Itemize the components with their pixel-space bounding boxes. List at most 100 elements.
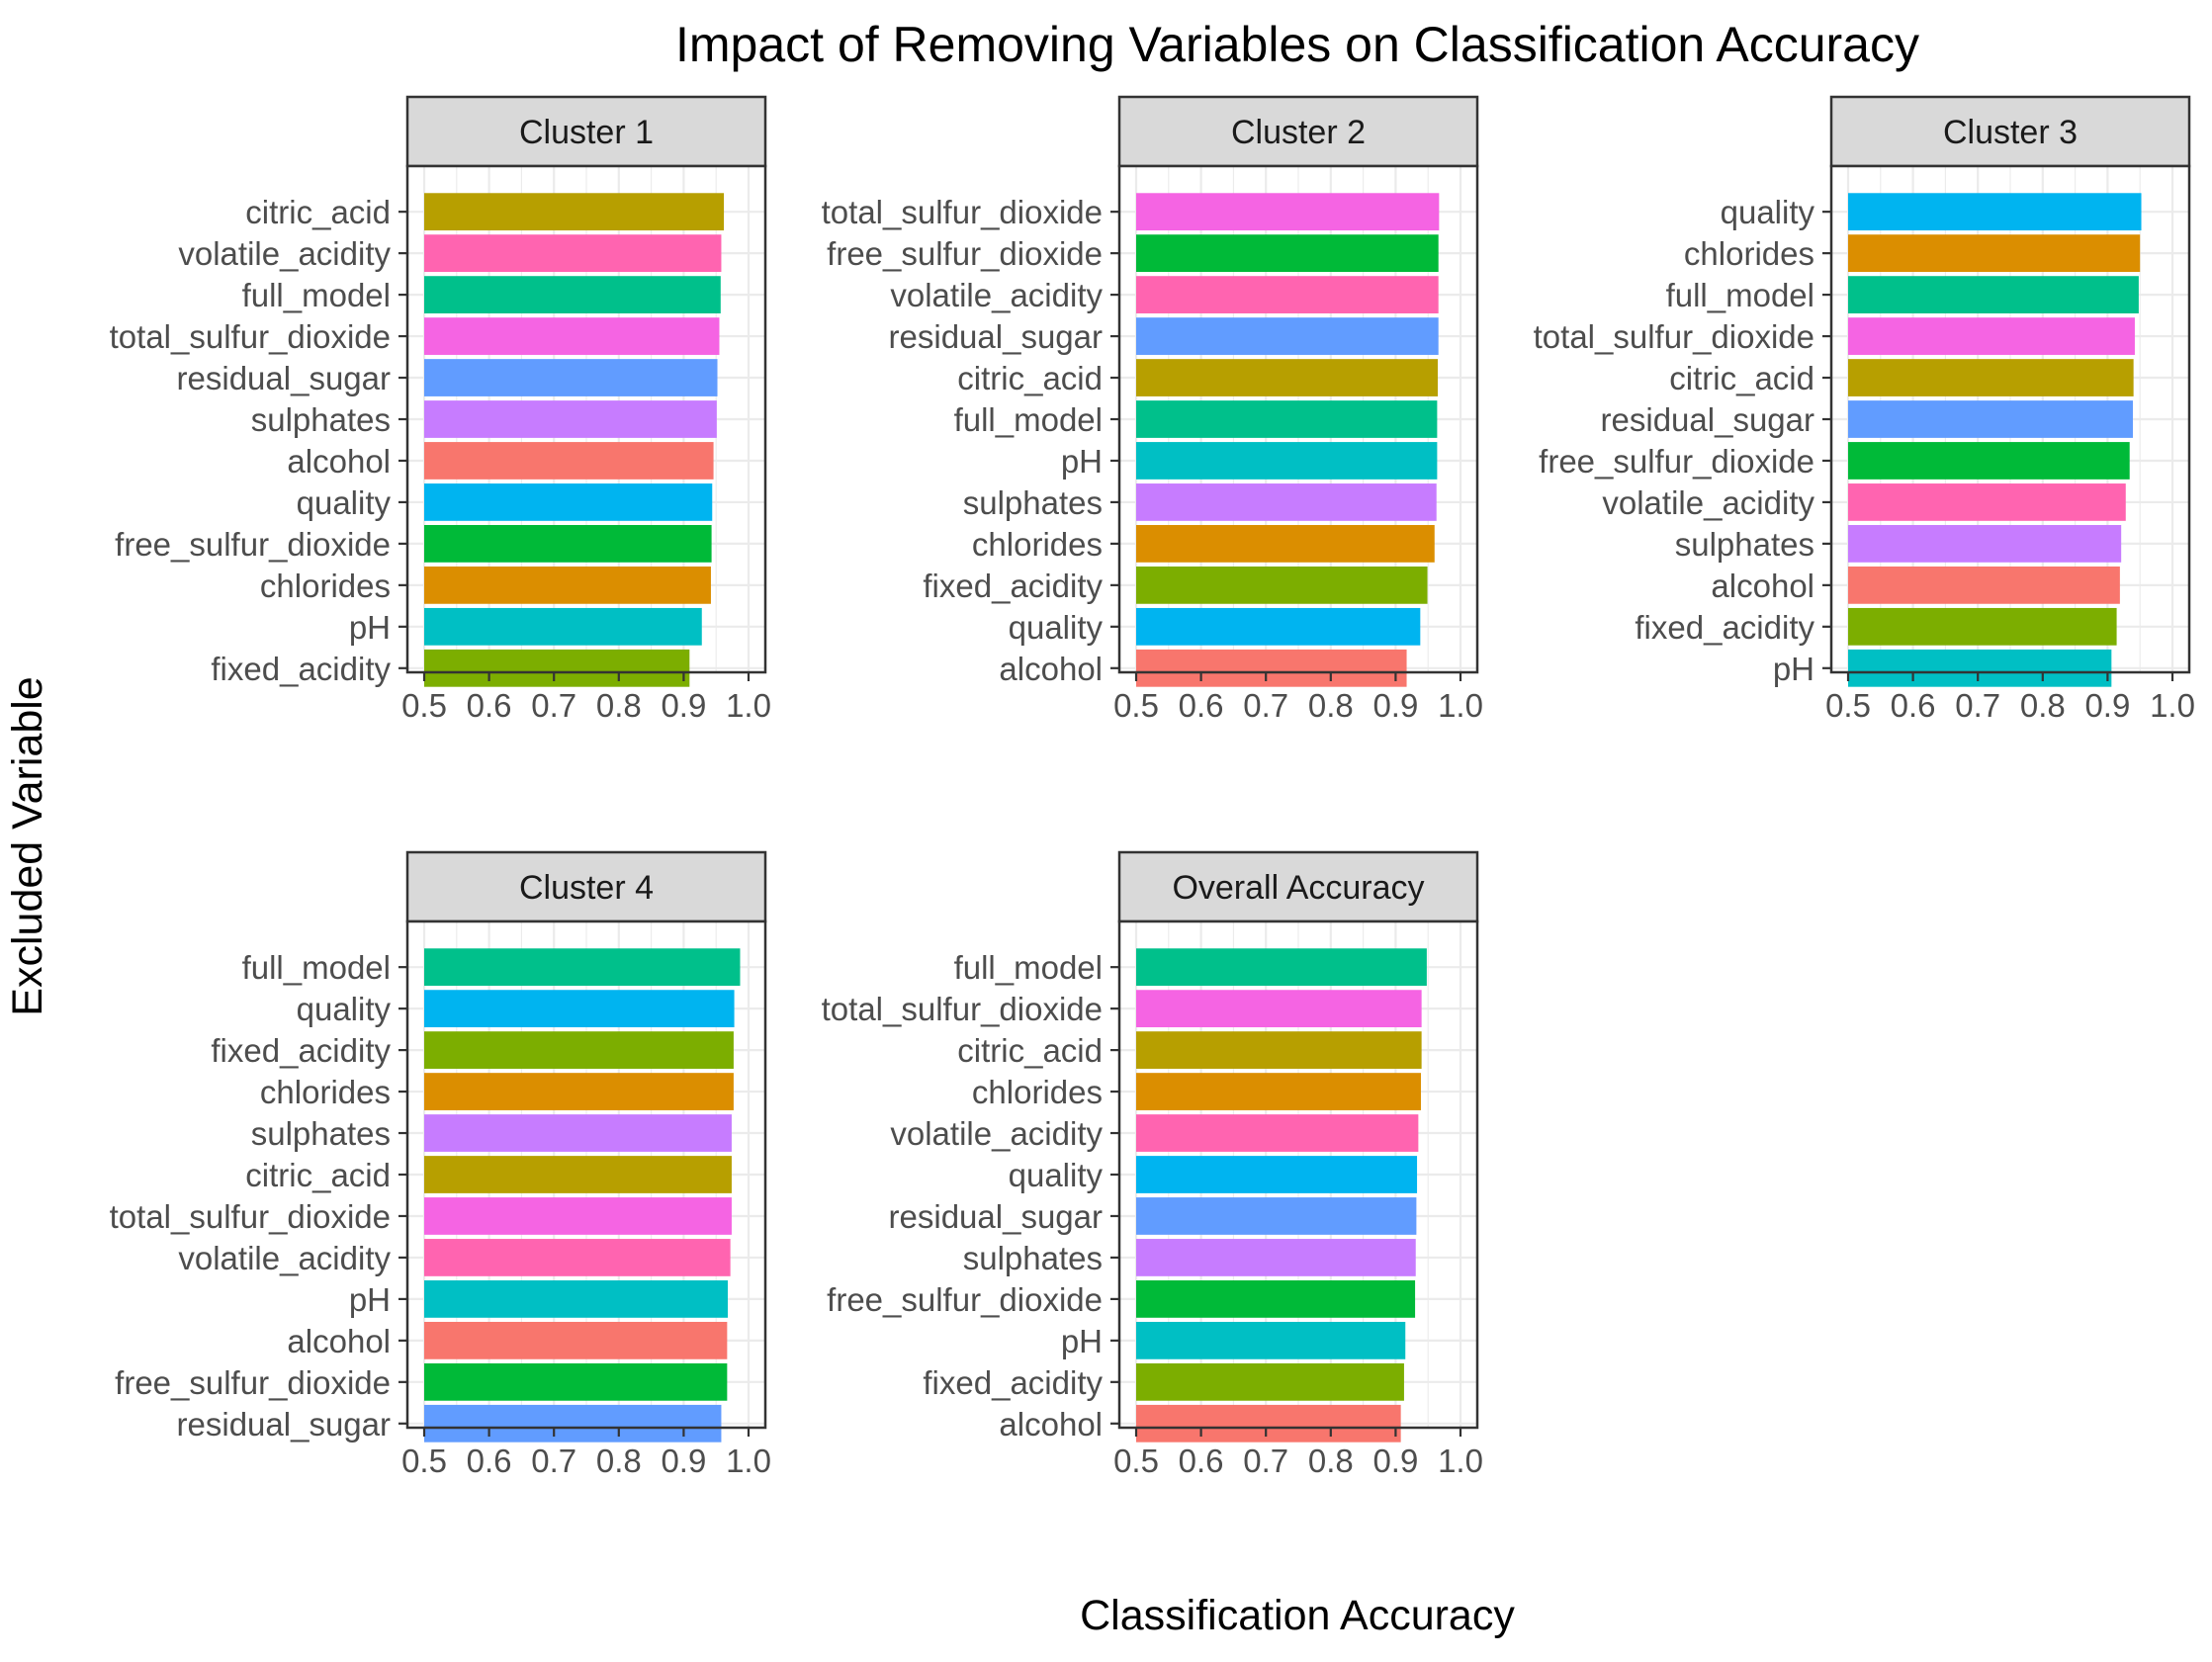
bar-quality: [1136, 1156, 1418, 1193]
panel-border: [405, 919, 767, 1430]
category-label: free_sulfur_dioxide: [827, 1281, 1103, 1318]
category-label: pH: [349, 609, 391, 646]
category-label: sulphates: [963, 484, 1103, 521]
bar-residual_sugar: [424, 1404, 722, 1443]
bar-quality: [424, 990, 735, 1028]
bar-alcohol: [1136, 649, 1407, 687]
bar-volatile_acidity: [424, 234, 722, 273]
category-label: full_model: [954, 949, 1103, 986]
bar-fixed_acidity: [424, 649, 690, 687]
bar-fixed_acidity: [1848, 607, 2117, 646]
category-label: quality: [297, 484, 392, 521]
bar-full_model: [1848, 276, 2139, 313]
x-tick-label: 0.9: [661, 687, 706, 724]
bar-sulphates: [424, 1114, 732, 1152]
bar-citric_acid: [424, 193, 725, 231]
bar-free_sulfur_dioxide: [1136, 234, 1439, 273]
bar-full_model: [424, 276, 721, 313]
x-tick-label: 1.0: [726, 1443, 771, 1479]
x-axis-title: Classification Accuracy: [1080, 1592, 1515, 1639]
category-label: pH: [1773, 651, 1814, 687]
x-tick-label: 0.7: [1955, 687, 2000, 724]
bar-volatile_acidity: [424, 1239, 731, 1276]
facet-strip: [1829, 95, 2191, 168]
x-tick-label: 0.6: [467, 1443, 512, 1479]
category-label: residual_sugar: [177, 1406, 391, 1443]
category-label: citric_acid: [245, 1157, 391, 1193]
bar-residual_sugar: [1136, 317, 1439, 355]
category-label: pH: [1061, 443, 1103, 480]
bar-residual_sugar: [1848, 400, 2133, 438]
bar-volatile_acidity: [1136, 276, 1439, 313]
bar-free_sulfur_dioxide: [1136, 1280, 1416, 1318]
category-label: fixed_acidity: [923, 568, 1103, 604]
category-label: chlorides: [260, 1074, 391, 1110]
bar-alcohol: [1136, 1404, 1401, 1443]
category-label: fixed_acidity: [211, 1032, 391, 1069]
category-label: quality: [1009, 609, 1104, 646]
bar-total_sulfur_dioxide: [1848, 317, 2135, 355]
category-label: residual_sugar: [177, 360, 391, 396]
bar-residual_sugar: [1136, 1197, 1417, 1235]
bar-chlorides: [1136, 525, 1435, 563]
y-axis-title: Excluded Variable: [4, 676, 51, 1015]
category-label: full_model: [242, 277, 391, 313]
x-tick-label: 1.0: [1438, 687, 1483, 724]
bar-fixed_acidity: [1136, 566, 1428, 604]
bar-chlorides: [424, 566, 711, 604]
x-tick-label: 0.5: [401, 687, 447, 724]
category-label: volatile_acidity: [1602, 484, 1814, 521]
panel-3: Cluster 3 quality chlorides full_modeltotal…: [1534, 95, 2195, 724]
x-tick-label: 0.7: [531, 687, 576, 724]
x-tick-label: 0.8: [596, 687, 642, 724]
bar-pH: [424, 607, 702, 646]
bar-free_sulfur_dioxide: [424, 525, 712, 563]
bar-chlorides: [1136, 1073, 1421, 1110]
bar-free_sulfur_dioxide: [424, 1362, 728, 1401]
x-tick-label: 0.9: [661, 1443, 706, 1479]
x-tick-label: 0.8: [1308, 687, 1354, 724]
category-label: citric_acid: [957, 360, 1103, 396]
x-tick-label: 1.0: [726, 687, 771, 724]
x-tick-label: 0.5: [1113, 1443, 1159, 1479]
facet-strip-label: Cluster 1: [519, 114, 654, 151]
bar-fixed_acidity: [424, 1031, 734, 1069]
bar-full_model: [424, 948, 741, 987]
x-tick-label: 0.7: [1243, 1443, 1288, 1479]
bar-fixed_acidity: [1136, 1362, 1404, 1401]
bar-pH: [1848, 649, 2112, 687]
category-label: total_sulfur_dioxide: [822, 991, 1103, 1027]
category-label: citric_acid: [957, 1032, 1103, 1069]
category-label: sulphates: [963, 1240, 1103, 1276]
x-tick-label: 0.5: [1113, 687, 1159, 724]
bar-citric_acid: [1136, 1031, 1422, 1069]
bar-full_model: [1136, 400, 1438, 438]
bar-total_sulfur_dioxide: [424, 317, 720, 355]
x-tick-label: 0.9: [2084, 687, 2130, 724]
bar-citric_acid: [1136, 359, 1439, 396]
panel-2: Cluster 2 total_sulfur_dioxide free_sulfur…: [822, 95, 1483, 724]
category-label: chlorides: [1684, 235, 1814, 272]
category-label: alcohol: [999, 651, 1103, 687]
category-label: alcohol: [1711, 568, 1814, 604]
category-label: residual_sugar: [1601, 401, 1814, 438]
x-tick-label: 0.6: [467, 687, 512, 724]
bar-total_sulfur_dioxide: [1136, 193, 1440, 231]
bar-alcohol: [424, 442, 714, 480]
bar-sulphates: [1136, 1239, 1416, 1276]
x-tick-label: 0.5: [1825, 687, 1871, 724]
category-label: chlorides: [972, 1074, 1103, 1110]
bar-chlorides: [1848, 234, 2141, 273]
category-label: full_model: [954, 401, 1103, 438]
x-tick-label: 0.9: [1372, 1443, 1418, 1479]
category-label: free_sulfur_dioxide: [1539, 443, 1814, 480]
bar-alcohol: [424, 1321, 728, 1359]
x-tick-label: 0.7: [531, 1443, 576, 1479]
category-label: volatile_acidity: [890, 277, 1103, 313]
category-label: quality: [297, 991, 392, 1027]
category-label: fixed_acidity: [923, 1364, 1103, 1401]
bar-volatile_acidity: [1136, 1114, 1419, 1152]
bar-quality: [1848, 193, 2142, 231]
